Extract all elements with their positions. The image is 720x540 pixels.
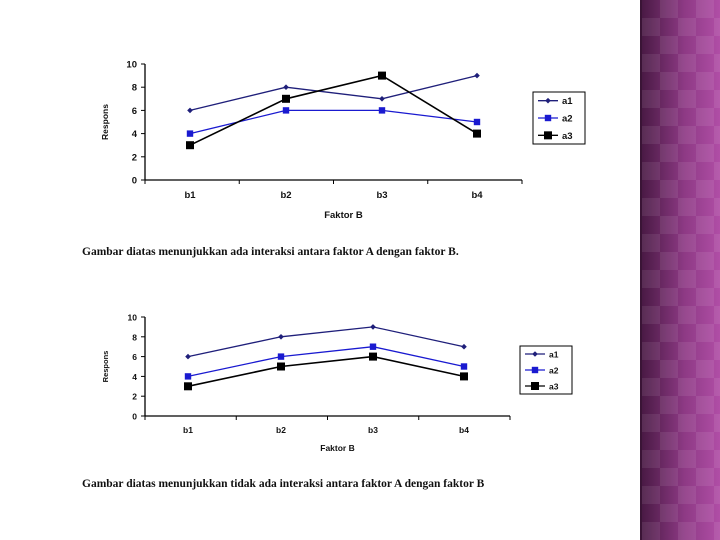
legend-marker-a2 [531, 366, 539, 374]
y-axis-title: Respons [100, 104, 110, 140]
x-tick-label: b4 [459, 425, 469, 435]
y-tick-label: 8 [132, 83, 137, 94]
legend-label-a1: a1 [549, 350, 559, 360]
caption-no-interaction: Gambar diatas menunjukkan tidak ada inte… [82, 478, 485, 490]
no-interaction-chart: 0 2 4 6 8 10 b1 b2 b3 b4 Faktor B Respons a1 a2 a3 [101, 313, 573, 453]
legend-marker-a1 [545, 97, 551, 104]
slide: 0 2 4 6 8 10 b1 b2 b3 b4 Faktor B Respons a1 a2 a3 Gam… [82, 59, 586, 490]
point-a3 [184, 382, 192, 391]
y-tick-label: 8 [132, 332, 137, 342]
caption-interaction: Gambar diatas menunjukkan ada interaksi … [82, 246, 459, 258]
point-a3 [378, 71, 386, 80]
series-line-a3 [187, 355, 465, 388]
point-a2 [473, 118, 481, 126]
point-a1 [283, 84, 289, 90]
x-tick-label: b3 [376, 190, 387, 201]
x-tick-label: b4 [471, 190, 483, 201]
series-line-a2 [189, 109, 478, 135]
legend-label-a2: a2 [562, 114, 573, 125]
decorative-side-panel [642, 0, 720, 540]
point-a3 [282, 94, 290, 103]
point-a3 [186, 141, 194, 150]
y-tick-label: 4 [132, 129, 138, 140]
legend-label-a3: a3 [549, 382, 559, 392]
point-a1 [278, 334, 284, 340]
point-a1 [370, 324, 376, 330]
side-divider [640, 0, 642, 540]
point-a1 [379, 96, 385, 102]
point-a2 [184, 373, 192, 380]
point-a2 [378, 107, 386, 114]
x-axis-title: Faktor B [324, 210, 363, 221]
series-line-a1 [189, 74, 478, 112]
y-tick-label: 0 [132, 412, 137, 422]
point-a2 [186, 130, 194, 137]
legend-marker-a3 [544, 131, 552, 140]
point-a3 [277, 362, 285, 371]
y-tick-label: 10 [126, 60, 137, 71]
point-a2 [369, 343, 377, 350]
series-line-a1 [187, 326, 465, 358]
series-line-a3 [189, 74, 478, 146]
point-a3 [473, 129, 481, 138]
point-a2 [282, 107, 290, 114]
point-a1 [461, 343, 467, 350]
y-tick-label: 10 [128, 313, 138, 323]
legend-label-a2: a2 [549, 366, 559, 376]
point-a3 [369, 352, 377, 361]
x-axis-title: Faktor B [320, 443, 354, 453]
y-tick-label: 6 [132, 106, 137, 117]
legend-marker-a3 [531, 382, 539, 390]
point-a1 [187, 107, 193, 114]
legend-label-a1: a1 [562, 96, 573, 107]
interaction-chart: 0 2 4 6 8 10 b1 b2 b3 b4 Faktor B Respons a1 a2 a3 [100, 60, 586, 221]
legend-label-a3: a3 [562, 131, 573, 142]
legend-marker-a1 [532, 351, 538, 357]
point-a2 [277, 353, 285, 360]
point-a1 [474, 72, 480, 79]
point-a3 [460, 372, 468, 381]
x-tick-label: b2 [280, 190, 291, 201]
y-tick-label: 0 [132, 176, 137, 187]
point-a1 [185, 353, 191, 360]
y-tick-label: 2 [132, 152, 137, 163]
y-axis-title: Respons [101, 351, 110, 383]
series-line-a2 [187, 346, 465, 378]
x-tick-label: b1 [183, 425, 193, 435]
y-tick-label: 2 [132, 392, 137, 402]
y-tick-label: 4 [132, 372, 137, 382]
point-a2 [460, 363, 468, 370]
x-tick-label: b1 [184, 190, 196, 201]
legend-marker-a2 [544, 114, 552, 122]
x-tick-label: b2 [276, 425, 286, 435]
x-tick-label: b3 [368, 425, 378, 435]
y-tick-label: 6 [132, 352, 137, 362]
